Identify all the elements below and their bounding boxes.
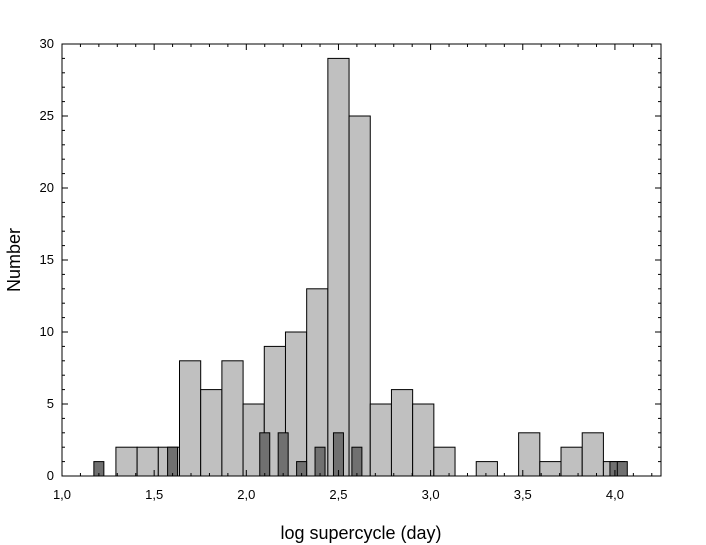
x-tick-label: 1,0 (53, 487, 71, 502)
bar-subset (259, 432, 271, 477)
x-tick-label: 3,5 (514, 487, 532, 502)
bar (560, 446, 583, 477)
x-tick-label: 4,0 (606, 487, 624, 502)
y-tick-label: 25 (40, 108, 54, 123)
bar (518, 432, 541, 477)
x-tick-label: 1,5 (145, 487, 163, 502)
bar-subset (351, 446, 363, 477)
y-tick-label: 10 (40, 324, 54, 339)
bar (412, 403, 435, 477)
bar-subset (277, 432, 289, 477)
bar (221, 360, 244, 477)
x-tick-label: 2,5 (329, 487, 347, 502)
y-tick-label: 5 (47, 396, 54, 411)
bar (433, 446, 456, 477)
x-tick-label: 2,0 (237, 487, 255, 502)
y-tick-label: 0 (47, 468, 54, 483)
bars-total (115, 57, 626, 477)
bar (136, 446, 159, 477)
y-tick-label: 30 (40, 36, 54, 51)
bar (327, 57, 350, 477)
bar-subset (167, 446, 179, 477)
bar (115, 446, 138, 477)
x-tick-label: 3,0 (422, 487, 440, 502)
bar (581, 432, 604, 477)
y-tick-label: 15 (40, 252, 54, 267)
bar-subset (314, 446, 326, 477)
bar (200, 389, 223, 477)
x-axis-title: log supercycle (day) (280, 523, 441, 543)
bar (390, 389, 414, 477)
y-axis-title: Number (4, 228, 24, 292)
bar (179, 360, 202, 477)
bar-subset (332, 432, 344, 477)
bar (369, 403, 392, 477)
bar (475, 461, 498, 477)
plot-frame (61, 43, 662, 477)
y-tick-label: 20 (40, 180, 54, 195)
bar (539, 461, 562, 477)
axis-ticks: 1,0 1,5 2,0 2,5 3,0 3,5 4,0 0 5 10 15 20 25 30 (40, 36, 661, 502)
bar (348, 115, 371, 477)
bar-subset (616, 461, 628, 477)
